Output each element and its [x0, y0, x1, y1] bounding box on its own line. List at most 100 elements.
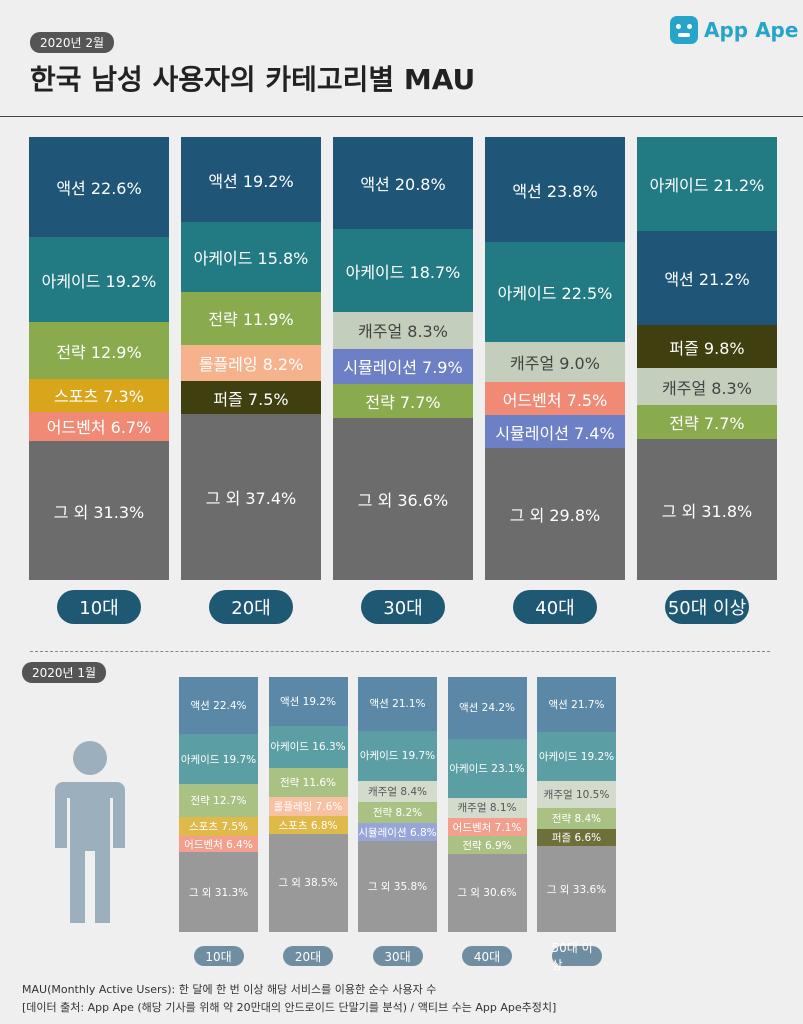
age-group-label: 40대 — [513, 590, 597, 624]
mau-definition: MAU(Monthly Active Users): 한 달에 한 번 이상 해… — [22, 983, 437, 996]
segment-label: 그 외 35.8% — [367, 880, 428, 893]
stacked-bar-1: 액션 22.4% 아케이드 19.7% 전략 12.7% 스포츠 7.5% 어드벤처 6… — [179, 677, 258, 932]
stacked-bar-5: 액션 21.7% 아케이드 19.2% 캐주얼 10.5% 전략 8.4% 퍼즐 6.6… — [537, 677, 616, 932]
stacked-bar-3: 액션 20.8% 아케이드 18.7% 캐주얼 8.3% 시뮬레이션 7.9% 전략 7… — [333, 137, 473, 580]
bar-segment: 캐주얼 8.3% — [333, 311, 473, 349]
segment-label: 액션 22.4% — [190, 700, 247, 713]
bar-segment: 아케이드 23.1% — [447, 738, 527, 798]
person-icon — [55, 741, 125, 923]
app-ape-logo: App Ape — [670, 16, 798, 44]
segment-label: 캐주얼 8.3% — [358, 322, 448, 342]
segment-label: 전략 8.4% — [551, 813, 602, 826]
bar-segment: 캐주얼 8.3% — [637, 368, 777, 405]
bar-segment: 전략 12.7% — [179, 784, 258, 817]
segment-label: 캐주얼 8.3% — [662, 378, 752, 398]
segment-label: 그 외 31.3% — [53, 502, 145, 522]
segment-label: 시뮬레이션 6.8% — [358, 826, 437, 839]
bar-segment: 퍼즐 6.6% — [537, 829, 616, 847]
header-divider — [0, 116, 803, 117]
segment-label: 시뮬레이션 7.4% — [495, 423, 615, 443]
bar-segment: 액션 21.2% — [637, 230, 777, 325]
bar-segment: 전략 12.9% — [29, 322, 169, 380]
segment-label: 전략 11.9% — [208, 310, 294, 330]
segment-label: 액션 19.2% — [208, 171, 294, 191]
segment-label: 그 외 29.8% — [509, 505, 601, 525]
bar-segment: 액션 22.4% — [179, 677, 258, 735]
bar-segment: 스포츠 7.5% — [179, 816, 258, 836]
age-group-label: 10대 — [57, 590, 141, 624]
segment-label: 캐주얼 9.0% — [510, 354, 600, 374]
bar-segment: 시뮬레이션 6.8% — [358, 823, 437, 841]
bar-segment: 전략 8.2% — [358, 802, 437, 824]
segment-label: 캐주얼 8.4% — [368, 786, 427, 799]
segment-label: 아케이드 15.8% — [193, 249, 309, 269]
bar-segment: 전략 8.4% — [537, 808, 616, 830]
section-divider — [30, 651, 770, 652]
stacked-bar-5: 아케이드 21.2% 액션 21.2% 퍼즐 9.8% 캐주얼 8.3% 전략 7.7%… — [637, 137, 777, 580]
bar-segment: 그 외 31.3% — [179, 852, 258, 932]
bar-segment: 캐주얼 8.4% — [358, 781, 437, 803]
stacked-bar-1: 액션 22.6% 아케이드 19.2% 전략 12.9% 스포츠 7.3% 어드벤처 6… — [29, 137, 169, 580]
bar-segment: 아케이드 19.2% — [537, 732, 616, 782]
bar-segment: 아케이드 19.7% — [358, 730, 437, 782]
segment-label: 롤플레잉 8.2% — [198, 354, 304, 374]
segment-label: 퍼즐 6.6% — [551, 832, 602, 845]
bar-segment: 아케이드 19.2% — [29, 237, 169, 323]
data-source: [데이터 출처: App Ape (해당 기사를 위해 약 20만대의 안드로이… — [22, 1001, 557, 1014]
segment-label: 아케이드 23.1% — [449, 762, 525, 775]
segment-label: 어드벤처 6.7% — [46, 418, 152, 438]
segment-label: 캐주얼 10.5% — [543, 789, 610, 802]
segment-label: 액션 24.2% — [458, 702, 515, 715]
segment-label: 어드벤처 7.5% — [502, 390, 608, 410]
age-group-label: 20대 — [209, 590, 293, 624]
segment-label: 아케이드 22.5% — [497, 284, 613, 304]
age-group-label: 40대 — [462, 946, 512, 966]
bar-segment: 액션 24.2% — [447, 677, 527, 739]
stacked-bar-2: 액션 19.2% 아케이드 16.3% 전략 11.6% 롤플레잉 7.6% 스포츠 6… — [268, 677, 348, 932]
bar-segment: 퍼즐 7.5% — [181, 381, 321, 415]
bar-segment: 그 외 36.6% — [333, 417, 473, 580]
segment-label: 캐주얼 8.1% — [457, 802, 517, 815]
bar-segment: 그 외 38.5% — [268, 833, 348, 932]
segment-label: 그 외 38.5% — [278, 877, 338, 890]
segment-label: 그 외 31.3% — [188, 886, 249, 899]
bar-segment: 시뮬레이션 7.9% — [333, 348, 473, 384]
bar-segment: 그 외 35.8% — [358, 840, 437, 932]
age-group-label: 10대 — [193, 946, 244, 966]
bar-segment: 어드벤처 6.7% — [29, 411, 169, 442]
bar-segment: 액션 21.1% — [358, 677, 437, 731]
segment-label: 아케이드 18.7% — [345, 262, 461, 282]
date-badge-feb: 2020년 2월 — [30, 32, 115, 53]
age-group-label: 30대 — [361, 590, 445, 624]
segment-label: 스포츠 6.8% — [278, 819, 338, 832]
bar-segment: 롤플레잉 8.2% — [181, 344, 321, 382]
stacked-bar-4: 액션 23.8% 아케이드 22.5% 캐주얼 9.0% 어드벤처 7.5% 시뮬레이션… — [485, 137, 625, 580]
segment-label: 아케이드 19.7% — [359, 750, 436, 763]
bar-segment: 그 외 31.3% — [29, 441, 169, 580]
segment-label: 그 외 31.8% — [661, 501, 753, 521]
segment-label: 액션 21.2% — [664, 269, 750, 289]
bar-segment: 액션 21.7% — [537, 677, 616, 733]
segment-label: 그 외 33.6% — [546, 883, 607, 896]
bar-segment: 그 외 31.8% — [637, 439, 777, 580]
logo-text: App Ape — [704, 18, 799, 42]
segment-label: 전략 12.9% — [56, 342, 142, 362]
segment-label: 스포츠 7.3% — [54, 387, 144, 407]
age-group-label: 20대 — [283, 946, 333, 966]
segment-label: 아케이드 19.7% — [180, 753, 257, 766]
segment-label: 그 외 30.6% — [457, 887, 517, 900]
segment-label: 어드벤처 6.4% — [184, 838, 253, 851]
segment-label: 전략 12.7% — [190, 795, 247, 808]
bar-segment: 캐주얼 10.5% — [537, 781, 616, 809]
bar-segment: 그 외 37.4% — [181, 414, 321, 580]
segment-label: 어드벤처 7.1% — [452, 821, 522, 834]
bar-segment: 액션 19.2% — [181, 137, 321, 223]
bar-segment: 그 외 29.8% — [485, 447, 625, 580]
segment-label: 액션 22.6% — [56, 179, 142, 199]
app-ape-icon — [670, 16, 698, 44]
bar-segment: 아케이드 19.7% — [179, 734, 258, 785]
bar-segment: 캐주얼 8.1% — [447, 797, 527, 819]
bar-segment: 퍼즐 9.8% — [637, 324, 777, 369]
segment-label: 전략 6.9% — [462, 839, 512, 852]
stacked-bar-2: 액션 19.2% 아케이드 15.8% 전략 11.9% 롤플레잉 8.2% 퍼즐 7.… — [181, 137, 321, 580]
